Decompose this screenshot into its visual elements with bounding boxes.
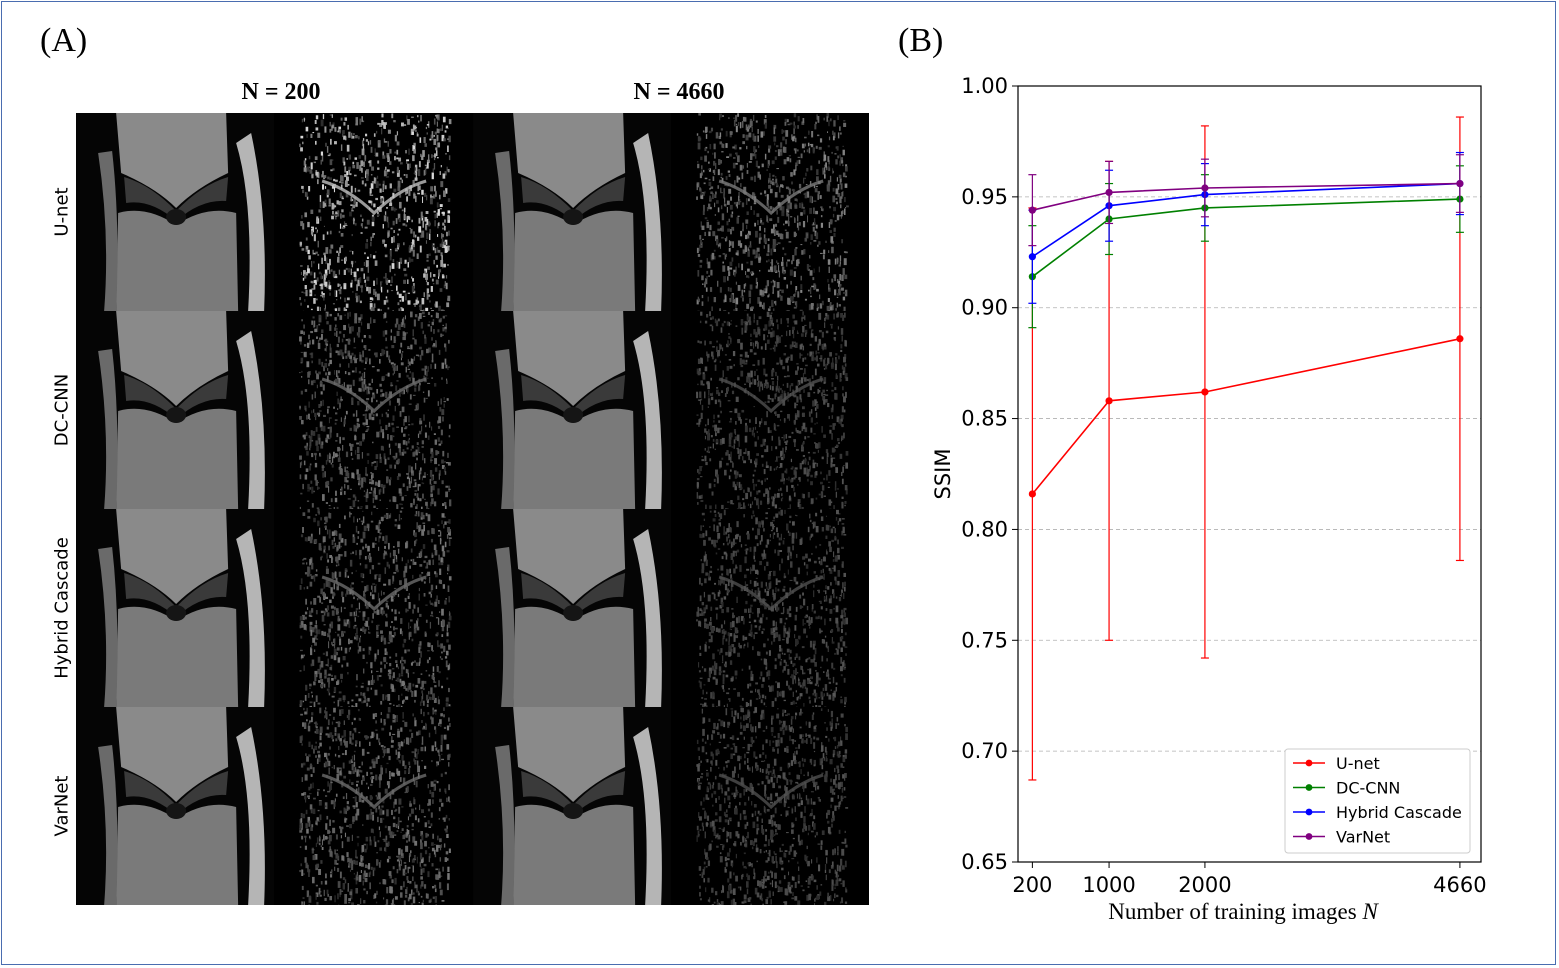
y-tick-label: 0.90 <box>961 296 1008 320</box>
error-map-image <box>274 707 473 905</box>
panel-b-label: (B) <box>898 22 944 59</box>
x-tick-label: 1000 <box>1082 873 1135 897</box>
legend-label: U-net <box>1336 754 1380 773</box>
error-map-image <box>274 113 473 311</box>
series-line <box>1031 338 1461 495</box>
reconstruction-image <box>472 113 671 311</box>
reconstruction-image <box>472 311 671 509</box>
data-point <box>1201 184 1209 192</box>
legend-marker <box>1305 759 1313 767</box>
plot-area <box>1017 85 1482 863</box>
legend-item: VarNet <box>1293 828 1390 847</box>
data-point <box>1028 253 1036 261</box>
legend-label: VarNet <box>1336 828 1390 847</box>
reconstruction-image <box>76 707 275 905</box>
legend-marker <box>1305 808 1313 816</box>
y-tick-label: 0.95 <box>961 185 1008 209</box>
legend-marker <box>1305 784 1313 791</box>
x-axis-label-italic-n: N <box>1361 899 1379 924</box>
legend-box <box>1284 748 1471 854</box>
mri-image-grid <box>76 113 869 905</box>
panel-a-label: (A) <box>40 22 88 59</box>
y-tick-label: 1.00 <box>961 74 1008 98</box>
reconstruction-image <box>76 311 275 509</box>
error-map-image <box>274 509 473 707</box>
row-label-dccnn: DC-CNN <box>51 373 73 447</box>
column-header-n4660: N = 4660 <box>633 79 725 105</box>
data-point <box>1028 490 1036 498</box>
y-tick-label: 0.75 <box>961 628 1008 652</box>
y-tick-label: 0.85 <box>961 407 1008 431</box>
x-tick-label: 200 <box>1012 873 1052 897</box>
series-line <box>1031 182 1460 258</box>
reconstruction-image <box>472 509 671 707</box>
legend-item: U-net <box>1293 754 1380 773</box>
error-map-image <box>670 509 869 707</box>
legend-item: Hybrid Cascade <box>1293 803 1462 822</box>
x-axis-label: Number of training images N <box>1108 899 1379 924</box>
y-tick-label: 0.70 <box>961 739 1008 763</box>
column-header-n200: N = 200 <box>241 79 321 105</box>
ssim-chart: 0.65 0.70 0.75 0.80 0.85 0.90 0.95 1.00 200 1000… <box>931 74 1487 924</box>
reconstruction-image <box>472 707 671 905</box>
row-label-unet: U-net <box>51 187 73 237</box>
data-point <box>1028 206 1036 214</box>
y-axis-label: SSIM <box>931 449 955 500</box>
row-label-hybrid-cascade: Hybrid Cascade <box>51 537 73 679</box>
data-point <box>1105 188 1113 197</box>
error-map-image <box>670 707 869 905</box>
row-label-varnet: VarNet <box>51 775 73 837</box>
error-map-image <box>670 311 869 509</box>
data-point <box>1456 335 1464 343</box>
x-tick-label: 2000 <box>1178 873 1231 897</box>
data-point <box>1201 388 1209 396</box>
legend-label: Hybrid Cascade <box>1336 803 1462 822</box>
data-point <box>1456 179 1464 188</box>
series-dc-cnn <box>1028 165 1464 329</box>
series-hybrid-cascade <box>1028 151 1464 304</box>
data-point <box>1105 397 1113 405</box>
series-line <box>1031 198 1460 278</box>
error-map-image <box>670 113 869 311</box>
x-tick-label: 4660 <box>1433 873 1486 897</box>
error-map-image <box>274 311 473 509</box>
series-line <box>1032 182 1460 211</box>
legend[interactable]: U-net DC-CNN Hybrid Cascade VarNet <box>1284 748 1471 854</box>
legend-item: DC-CNN <box>1293 779 1400 798</box>
reconstruction-image <box>76 509 275 707</box>
legend-marker <box>1305 833 1313 840</box>
legend-label: DC-CNN <box>1336 779 1400 798</box>
reconstruction-image <box>76 113 275 311</box>
y-tick-label: 0.65 <box>961 850 1008 874</box>
series-varnet <box>1028 154 1464 247</box>
y-tick-label: 0.80 <box>961 517 1008 541</box>
x-axis-label-text: Number of training images <box>1108 899 1362 924</box>
